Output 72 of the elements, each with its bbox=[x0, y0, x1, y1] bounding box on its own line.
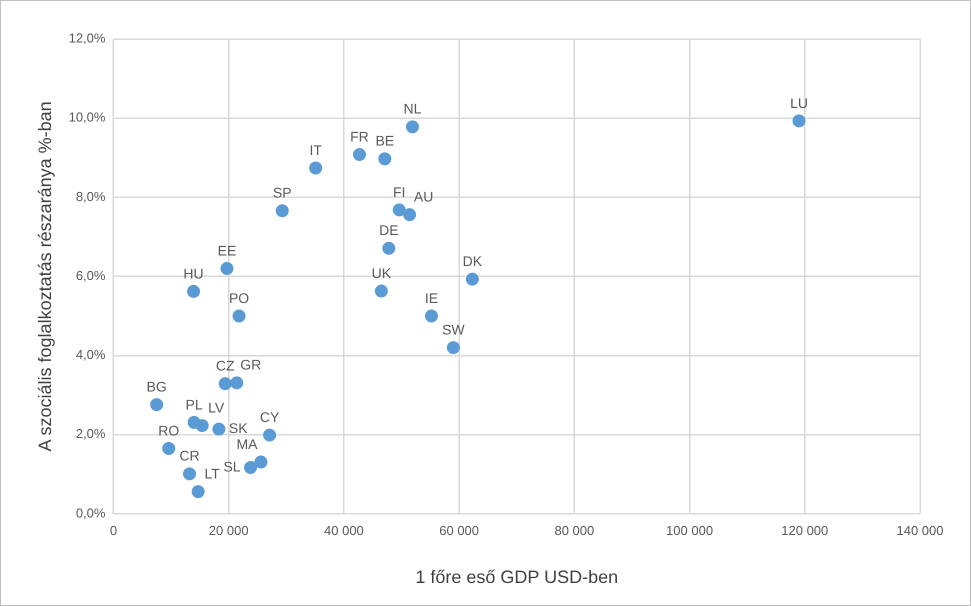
point bbox=[192, 485, 205, 498]
y-tick-label: 10,0% bbox=[68, 110, 106, 125]
point bbox=[254, 455, 268, 468]
x-tick-label: 0 bbox=[110, 523, 118, 538]
point bbox=[466, 272, 479, 286]
y-tick-label: 4,0% bbox=[76, 347, 106, 362]
annotation: LV bbox=[208, 399, 225, 416]
x-tick-label: 100 000 bbox=[666, 523, 714, 538]
y-tick-label: 2,0% bbox=[76, 426, 106, 442]
annotation: BE bbox=[375, 132, 394, 149]
y-axis-title: A szociális foglalkoztatás részaránya %-ban bbox=[34, 101, 55, 452]
annotation: RO bbox=[158, 422, 180, 438]
point bbox=[196, 419, 209, 432]
point bbox=[446, 341, 460, 354]
annotation: HU bbox=[183, 265, 204, 282]
point bbox=[232, 309, 246, 322]
annotation: LU bbox=[790, 94, 808, 111]
point bbox=[392, 203, 406, 216]
point bbox=[352, 148, 366, 162]
y-tick-label: 6,0% bbox=[76, 268, 106, 283]
annotation: BG bbox=[146, 378, 167, 394]
point bbox=[212, 422, 226, 436]
annotation: CR bbox=[179, 448, 200, 464]
point bbox=[244, 461, 258, 474]
point bbox=[218, 377, 232, 390]
annotation: MA bbox=[236, 436, 258, 452]
annotation: PO bbox=[228, 290, 250, 306]
x-tick-label: 120 000 bbox=[781, 523, 828, 538]
annotation: LT bbox=[204, 466, 220, 482]
x-axis-title: 1 főre eső GDP USD-ben bbox=[415, 567, 618, 588]
annotation: SW bbox=[442, 321, 466, 338]
point bbox=[309, 161, 322, 174]
annotation: SL bbox=[223, 458, 241, 474]
x-tick-label: 80 000 bbox=[554, 523, 594, 538]
annotation: FI bbox=[392, 184, 406, 200]
x-tick-label: 20 000 bbox=[208, 523, 249, 538]
annotation: SP bbox=[272, 184, 292, 201]
annotation: NL bbox=[404, 100, 422, 117]
point bbox=[406, 120, 419, 134]
annotation: AU bbox=[414, 188, 434, 205]
point bbox=[378, 152, 392, 166]
point bbox=[792, 114, 806, 128]
annotation: IE bbox=[424, 290, 438, 306]
annotation: CZ bbox=[216, 357, 235, 374]
point bbox=[276, 204, 289, 218]
annotation: DK bbox=[462, 253, 483, 270]
annotation: UK bbox=[372, 264, 392, 281]
annotation: DE bbox=[379, 222, 399, 238]
x-tick-label: 60 000 bbox=[439, 523, 480, 538]
annotation: CY bbox=[260, 408, 280, 425]
point bbox=[220, 262, 234, 275]
point bbox=[403, 208, 416, 222]
annotation: PL bbox=[186, 396, 203, 412]
point bbox=[382, 242, 396, 255]
y-tick-label: 0,0% bbox=[76, 505, 106, 520]
point bbox=[162, 442, 176, 456]
x-tick-label: 140 000 bbox=[896, 523, 944, 538]
point bbox=[424, 309, 438, 322]
y-tick-label: 8,0% bbox=[76, 188, 106, 204]
annotation: EE bbox=[218, 242, 236, 258]
point bbox=[263, 428, 276, 442]
point bbox=[187, 284, 200, 298]
annotation: FR bbox=[350, 128, 369, 144]
point bbox=[230, 376, 244, 390]
point bbox=[183, 467, 196, 480]
annotation: IT bbox=[309, 142, 322, 158]
y-tick-label: 12,0% bbox=[68, 30, 106, 46]
annotation: GR bbox=[240, 356, 262, 373]
point bbox=[150, 398, 164, 412]
annotation: SK bbox=[228, 420, 248, 436]
x-tick-label: 40 000 bbox=[324, 523, 364, 538]
point bbox=[374, 284, 388, 298]
